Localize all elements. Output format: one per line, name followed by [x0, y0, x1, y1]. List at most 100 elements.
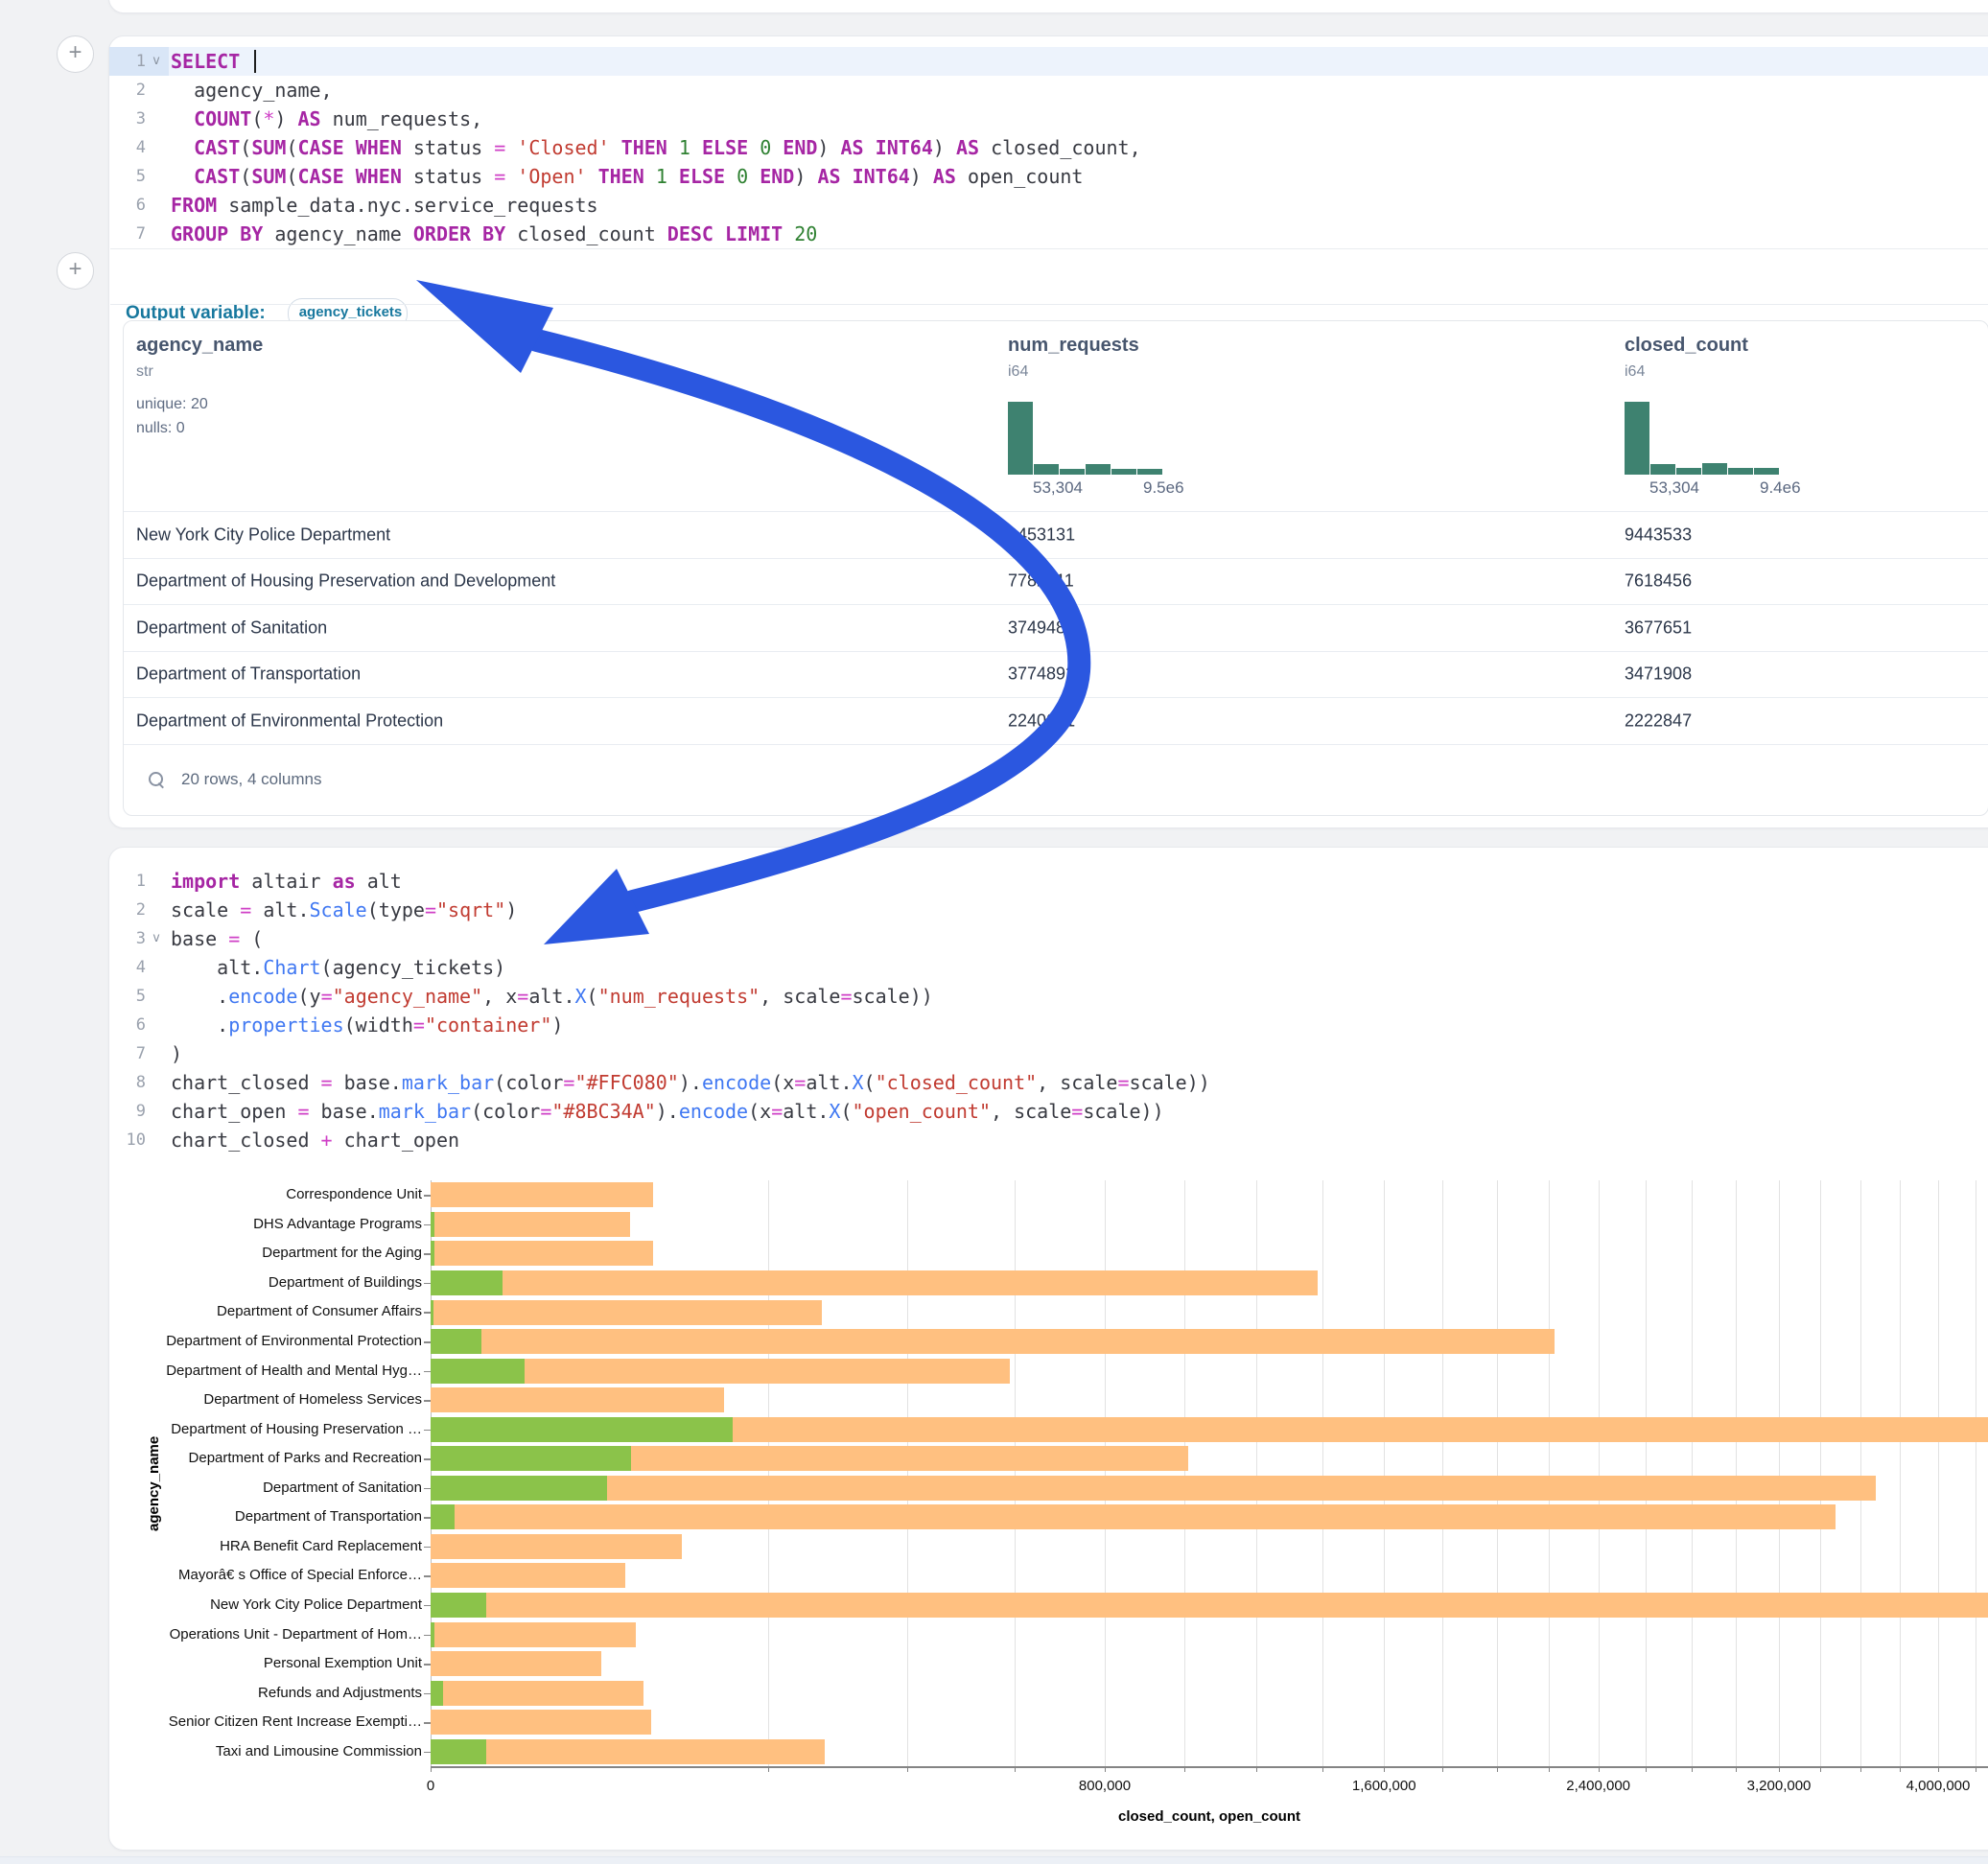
fold-spacer: [146, 162, 167, 191]
histogram-min-label: 53,304: [1033, 478, 1083, 497]
code-line[interactable]: 9 chart_open = base.mark_bar(color="#8BC3…: [109, 1097, 1988, 1126]
table-cell: Department of Sanitation: [136, 617, 328, 638]
code-line[interactable]: 6 .properties(width="container"): [109, 1011, 1988, 1039]
previous-cell-card: [108, 0, 1988, 13]
table-cell: 9453131: [1008, 524, 1076, 545]
histogram-max-label: 9.4e6: [1760, 478, 1801, 497]
table-cell: 3677651: [1625, 617, 1693, 638]
table-cell: 2240041: [1008, 711, 1076, 731]
fold-spacer: [146, 896, 167, 924]
code-line[interactable]: 3 COUNT(*) AS num_requests,: [109, 105, 1988, 133]
code-line[interactable]: 4 CAST(SUM(CASE WHEN status = 'Closed' T…: [109, 133, 1988, 162]
line-number: 5: [135, 167, 146, 186]
table-row[interactable]: Department of Environmental Protection 22…: [124, 698, 1988, 745]
code-line[interactable]: 1 v SELECT: [109, 47, 1988, 76]
search-icon[interactable]: [149, 772, 164, 789]
fold-spacer: [146, 1039, 167, 1068]
histogram-bin: [1754, 468, 1779, 475]
code-text: alt.Chart(agency_tickets): [171, 956, 506, 979]
column-header[interactable]: agency_name: [136, 335, 264, 356]
sql-cell-card: 1 v SELECT 2 agency_name, 3 COUNT(*) AS num…: [108, 35, 1988, 828]
line-gutter: 3: [109, 105, 169, 133]
code-line[interactable]: 1 import altair as alt: [109, 867, 1988, 896]
line-gutter: 10: [109, 1126, 169, 1154]
fold-spacer: [146, 105, 167, 133]
table-cell: Department of Environmental Protection: [136, 711, 444, 731]
table-row[interactable]: Department of Housing Preservation and D…: [124, 558, 1988, 606]
code-text: .properties(width="container"): [171, 1014, 564, 1037]
code-text: GROUP BY agency_name ORDER BY closed_cou…: [171, 222, 818, 245]
divider: [110, 248, 1988, 249]
histogram-bin: [1086, 463, 1111, 475]
fold-spacer: [146, 76, 167, 105]
column-header[interactable]: closed_count: [1625, 335, 1748, 356]
code-line[interactable]: 2 agency_name,: [109, 76, 1988, 105]
code-text: scale = alt.Scale(type="sqrt"): [171, 898, 518, 921]
code-line[interactable]: 7 GROUP BY agency_name ORDER BY closed_co…: [109, 220, 1988, 248]
table-cell: New York City Police Department: [136, 524, 391, 545]
line-gutter: 4: [109, 133, 169, 162]
table-cell: Department of Transportation: [136, 664, 362, 684]
table-row[interactable]: New York City Police Department 9453131 94…: [124, 512, 1988, 559]
line-gutter: 7: [109, 220, 169, 248]
table-footer: 20 rows, 4 columns: [124, 744, 1988, 815]
column-histogram: [1008, 402, 1162, 475]
line-gutter: 8: [109, 1068, 169, 1097]
column-stat: unique: 20: [136, 396, 208, 412]
add-block-button-middle[interactable]: +: [57, 252, 94, 290]
code-line[interactable]: 10 chart_closed + chart_open: [109, 1126, 1988, 1154]
line-number: 1: [135, 52, 146, 71]
code-line[interactable]: 3 v base = (: [109, 924, 1988, 953]
fold-spacer: [146, 133, 167, 162]
code-text: .encode(y="agency_name", x=alt.X("num_re…: [171, 985, 933, 1008]
code-line[interactable]: 7): [109, 1039, 1988, 1068]
fold-spacer: [146, 220, 167, 248]
histogram-bin: [1650, 463, 1675, 475]
fold-spacer: [146, 191, 167, 220]
histogram-max-label: 9.5e6: [1143, 478, 1184, 497]
python-code-editor[interactable]: 1 import altair as alt 2 scale = alt.Scale(…: [109, 867, 1988, 1154]
output-variable-label: Output variable:: [126, 303, 266, 323]
code-line[interactable]: 2 scale = alt.Scale(type="sqrt"): [109, 896, 1988, 924]
fold-spacer: [146, 953, 167, 982]
code-line[interactable]: 5 .encode(y="agency_name", x=alt.X("num_…: [109, 982, 1988, 1011]
code-line[interactable]: 5 CAST(SUM(CASE WHEN status = 'Open' THE…: [109, 162, 1988, 191]
divider: [110, 304, 1988, 305]
code-text: base = (: [171, 927, 264, 950]
next-cell-edge: [0, 1856, 1988, 1864]
line-gutter: 5: [109, 162, 169, 191]
code-line[interactable]: 6 FROM sample_data.nyc.service_requests: [109, 191, 1988, 220]
python-cell-card: 1 import altair as alt 2 scale = alt.Scale(…: [108, 847, 1988, 1851]
code-text: chart_closed = base.mark_bar(color="#FFC…: [171, 1071, 1210, 1094]
add-block-button-top[interactable]: +: [57, 35, 94, 73]
table-row[interactable]: Department of Sanitation 3749485 3677651: [124, 605, 1988, 652]
histogram-bin: [1702, 462, 1727, 475]
code-text: FROM sample_data.nyc.service_requests: [171, 194, 598, 217]
histogram-bin: [1728, 468, 1753, 475]
fold-chevron-icon[interactable]: v: [152, 931, 160, 945]
line-gutter: 6: [109, 1011, 169, 1039]
column-header[interactable]: num_requests: [1008, 335, 1139, 356]
line-number: 10: [126, 1130, 146, 1150]
code-line[interactable]: 8 chart_closed = base.mark_bar(color="#FF…: [109, 1068, 1988, 1097]
line-number: 3: [135, 929, 146, 948]
table-cell: 9443533: [1625, 524, 1693, 545]
result-table: agency_name str unique: 20 nulls: 0 num_requ…: [123, 320, 1988, 816]
fold-spacer: [146, 982, 167, 1011]
code-text: COUNT(*) AS num_requests,: [194, 107, 483, 130]
histogram-bin: [1034, 463, 1059, 475]
column-type: i64: [1625, 363, 1646, 380]
sql-code-editor[interactable]: 1 v SELECT 2 agency_name, 3 COUNT(*) AS num…: [109, 47, 1988, 248]
table-row[interactable]: Department of Transportation 3774892 34719…: [124, 651, 1988, 699]
table-cell: 3471908: [1625, 664, 1693, 684]
code-line[interactable]: 4 alt.Chart(agency_tickets): [109, 953, 1988, 982]
fold-chevron-icon[interactable]: v: [152, 54, 160, 68]
line-number: 3: [135, 109, 146, 128]
line-number: 7: [135, 1044, 146, 1063]
fold-spacer: [146, 867, 167, 896]
line-number: 1: [135, 872, 146, 891]
line-gutter: 7: [109, 1039, 169, 1068]
